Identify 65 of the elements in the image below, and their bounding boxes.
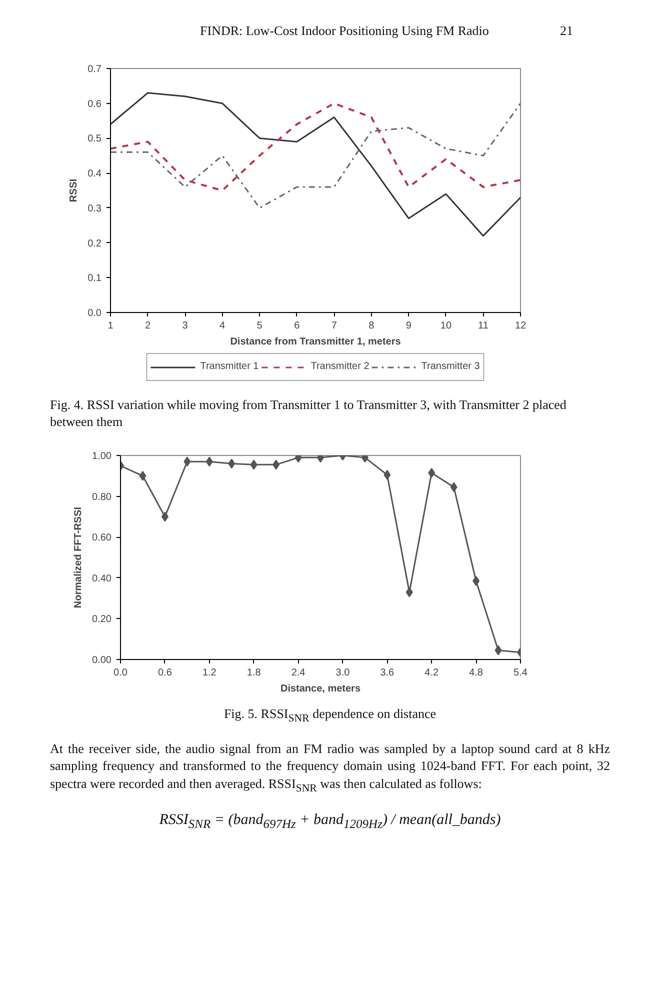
x-tick-label: 1.8: [246, 667, 262, 678]
line-series: [110, 102, 520, 192]
y-tick-label: 0.3: [88, 202, 102, 214]
text: RSSI$_{SNR}$ = (band$_{697Hz}$ + band$_{1209Hz}$) / mean(all_bands): [159, 811, 501, 834]
x-tick-label: 4: [220, 320, 226, 332]
text: At the receiver side, the audio signal from an FM radio was sampled by a laptop sound card at 8 kHz sampling frequency and transformed to the frequency domain using 1024-band FFT. For each point, 32 spectra were recorded and then averaged. RSSI$_{SNR}$ was then calculated as follows:: [50, 740, 610, 796]
y-tick-label: 0.80: [92, 491, 112, 502]
x-tick-label: 0.0: [114, 667, 128, 678]
y-tick-label: 0.00: [92, 654, 112, 666]
x-tick-label: 0.6: [158, 667, 172, 678]
y-axis-title: Normalized FFT-RSSI: [73, 506, 84, 608]
x-tick-label: 8: [368, 320, 375, 332]
x-tick-label: 12: [514, 320, 526, 332]
x-tick-label: 9: [406, 320, 412, 332]
caption: Fig. 4. RSSI variation while moving from Transmitter 1 to Transmitter 3, with Transmitter 2 placed between them: [50, 396, 568, 431]
x-tick-label: 5: [256, 320, 263, 332]
point: [406, 586, 413, 597]
x-tick-label: 5.4: [514, 667, 528, 678]
legend-label: Transmitter 1: [200, 361, 259, 372]
x-tick-label: 3: [182, 320, 188, 332]
y-axis-title: RSSI: [68, 178, 80, 202]
x-tick-label: 3.6: [380, 667, 395, 678]
y-tick-label: 1.00: [92, 450, 112, 462]
y-tick-label: 0.7: [88, 64, 102, 75]
point: [428, 467, 436, 478]
x-tick-label: 7: [331, 320, 338, 332]
x-tick-label: 10: [440, 320, 452, 332]
point: [161, 511, 168, 522]
text: 21: [560, 22, 573, 40]
y-tick-label: 0.1: [88, 272, 102, 284]
point: [250, 459, 258, 470]
y-tick-label: 0.2: [88, 238, 102, 249]
x-tick-label: 4.8: [469, 667, 484, 678]
legend-label: Transmitter 3: [421, 361, 480, 372]
caption: Fig. 5. RSSI$_{SNR}$ dependence on distance: [224, 704, 436, 726]
legend-label: Transmitter 2: [310, 361, 370, 372]
y-tick-label: 0.60: [92, 532, 112, 544]
line-series: [110, 102, 520, 208]
line-series: [110, 92, 520, 236]
point: [228, 458, 236, 468]
y-tick-label: 0.4: [88, 168, 102, 180]
x-axis-title: Distance, meters: [280, 683, 361, 694]
x-tick-label: 4.2: [424, 667, 439, 678]
text: FINDR: Low-Cost Indoor Positioning Using FM Radio: [200, 22, 489, 40]
point: [494, 644, 502, 655]
point: [384, 470, 391, 480]
point: [472, 576, 480, 586]
x-tick-label: 1: [108, 320, 114, 332]
x-tick-label: 11: [478, 320, 489, 332]
x-tick-label: 3.0: [336, 667, 350, 678]
point: [184, 456, 191, 466]
point: [450, 482, 458, 492]
y-tick-label: 0.20: [92, 614, 112, 625]
y-tick-label: 0.0: [88, 308, 102, 319]
point: [139, 470, 146, 481]
point: [272, 459, 280, 470]
y-tick-label: 0.5: [88, 133, 102, 144]
x-tick-label: 2.4: [291, 667, 306, 678]
point: [206, 456, 213, 466]
x-tick-label: 2: [144, 320, 151, 332]
x-tick-label: 6: [294, 320, 300, 332]
x-axis-title: Distance from Transmitter 1, meters: [230, 336, 402, 348]
x-tick-label: 1.2: [202, 667, 217, 678]
y-tick-label: 0.6: [88, 98, 102, 110]
y-tick-label: 0.40: [92, 573, 112, 584]
